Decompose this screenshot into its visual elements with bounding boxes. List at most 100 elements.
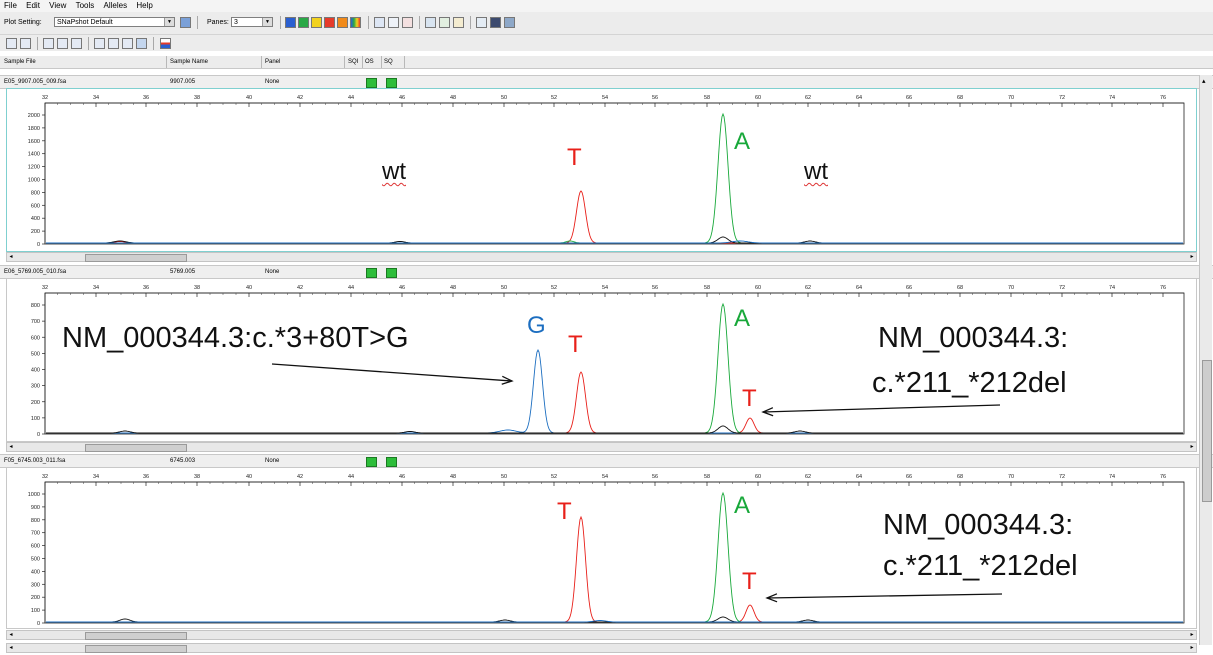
x-tick-label: 72 — [1059, 474, 1065, 480]
plot-setting-select[interactable]: SNaPshot Default ▼ — [54, 17, 175, 27]
column-sample-file[interactable]: Sample File — [4, 59, 36, 65]
annotation-arrow-del — [766, 593, 1003, 599]
y-tick-label: 900 — [31, 505, 40, 511]
menu-help[interactable]: Help — [136, 1, 153, 10]
x-tick-label: 42 — [297, 95, 303, 101]
vertical-scrollbar-thumb[interactable] — [1202, 360, 1212, 502]
annotation-arrow-del-head — [765, 593, 778, 603]
peak-label-a: A — [734, 128, 751, 155]
scroll-right-icon[interactable]: ▸ — [1190, 444, 1194, 450]
scroll-left-icon[interactable]: ◂ — [9, 645, 13, 651]
peak-label-icon[interactable] — [136, 38, 147, 49]
column-panel[interactable]: Panel — [265, 59, 281, 65]
black-trace — [46, 425, 1183, 434]
orange-dye-icon[interactable] — [337, 17, 348, 28]
column-os[interactable]: OS — [365, 59, 374, 65]
zoom-in-icon[interactable] — [57, 38, 68, 49]
x-tick-label: 34 — [93, 474, 99, 480]
red-dye-icon[interactable] — [324, 17, 335, 28]
scrollbar-thumb[interactable] — [85, 254, 187, 262]
report-icon[interactable] — [490, 17, 501, 28]
blue-dye-icon[interactable] — [285, 17, 296, 28]
x-tick-label: 46 — [399, 285, 405, 291]
overlay-icon[interactable] — [425, 17, 436, 28]
column-sq[interactable]: SQ — [384, 59, 393, 65]
horizontal-scrollbar[interactable]: ◂ ▸ — [6, 252, 1197, 262]
scrollbar-thumb[interactable] — [85, 444, 187, 452]
x-tick-label: 34 — [93, 285, 99, 291]
peak-label-a: A — [734, 305, 751, 332]
chevron-down-icon: ▼ — [262, 18, 272, 26]
x-tick-label: 74 — [1109, 285, 1115, 291]
y-tick-label: 100 — [31, 416, 40, 422]
peak-view-icon[interactable] — [388, 17, 399, 28]
x-tick-label: 58 — [704, 285, 710, 291]
plot-setting-edit-icon[interactable] — [180, 17, 191, 28]
menu-tools[interactable]: Tools — [75, 1, 95, 10]
x-tick-label: 54 — [602, 474, 608, 480]
column-sqi[interactable]: SQI — [348, 59, 359, 65]
scroll-left-icon[interactable]: ◂ — [9, 444, 13, 450]
plot-frame — [44, 292, 1185, 435]
y-tick-label: 100 — [31, 608, 40, 614]
scroll-up-icon[interactable]: ▴ — [1202, 78, 1206, 85]
electropherogram-pane-2[interactable] — [6, 278, 1197, 442]
panes-select[interactable]: 3 ▼ — [231, 17, 273, 27]
x-tick-label: 50 — [501, 474, 507, 480]
x-tick-label: 60 — [755, 474, 761, 480]
electropherogram-pane-1[interactable] — [6, 88, 1197, 252]
scroll-right-icon[interactable]: ▸ — [1190, 254, 1194, 260]
zoom-horizontal-icon[interactable] — [43, 38, 54, 49]
column-sample-name[interactable]: Sample Name — [170, 59, 209, 65]
peak-label-t: T — [568, 331, 583, 358]
zoom-out-icon[interactable] — [71, 38, 82, 49]
horizontal-scrollbar[interactable]: ◂ ▸ — [6, 630, 1197, 640]
bar-chart-icon[interactable] — [94, 38, 105, 49]
peak-marker-icon[interactable] — [122, 38, 133, 49]
electropherogram-pane-3[interactable] — [6, 467, 1197, 629]
allele-view-icon[interactable] — [402, 17, 413, 28]
zoom-full-icon[interactable] — [6, 38, 17, 49]
export-icon[interactable] — [504, 17, 515, 28]
vertical-scrollbar[interactable]: ▴ — [1199, 75, 1212, 645]
x-tick-label: 70 — [1008, 474, 1014, 480]
scrollbar-thumb[interactable] — [85, 632, 187, 640]
peak-label-t-small: T — [742, 568, 757, 595]
x-tick-label: 46 — [399, 474, 405, 480]
x-tick-label: 32 — [42, 285, 48, 291]
x-tick-label: 48 — [450, 285, 456, 291]
variant-annotation-line2: c.*211_*212del — [872, 367, 1067, 399]
bins-icon[interactable] — [439, 17, 450, 28]
scroll-left-icon[interactable]: ◂ — [9, 254, 13, 260]
green-dye-icon[interactable] — [298, 17, 309, 28]
color-legend-icon[interactable] — [160, 38, 171, 49]
x-tick-label: 66 — [906, 285, 912, 291]
y-tick-label: 300 — [31, 384, 40, 390]
window-horizontal-scrollbar[interactable]: ◂ ▸ — [6, 643, 1197, 653]
x-tick-label: 40 — [246, 474, 252, 480]
scroll-right-icon[interactable]: ▸ — [1190, 632, 1194, 638]
x-tick-label: 64 — [856, 285, 862, 291]
x-tick-label: 60 — [755, 95, 761, 101]
horizontal-scrollbar[interactable]: ◂ ▸ — [6, 442, 1197, 452]
toolbar-divider — [368, 16, 369, 29]
all-dyes-icon[interactable] — [350, 17, 361, 28]
zoom-vertical-icon[interactable] — [20, 38, 31, 49]
yellow-dye-icon[interactable] — [311, 17, 322, 28]
x-tick-label: 66 — [906, 95, 912, 101]
grid-icon[interactable] — [476, 17, 487, 28]
toolbar-divider — [280, 16, 281, 29]
menu-alleles[interactable]: Alleles — [103, 1, 128, 10]
menu-file[interactable]: File — [4, 1, 17, 10]
sizing-icon[interactable] — [453, 17, 464, 28]
x-tick-label: 40 — [246, 285, 252, 291]
scroll-right-icon[interactable]: ▸ — [1190, 645, 1194, 651]
x-tick-label: 56 — [652, 285, 658, 291]
menu-view[interactable]: View — [49, 1, 67, 10]
histogram-icon[interactable] — [108, 38, 119, 49]
scroll-left-icon[interactable]: ◂ — [9, 632, 13, 638]
table-view-icon[interactable] — [374, 17, 385, 28]
menu-edit[interactable]: Edit — [26, 1, 40, 10]
scrollbar-thumb[interactable] — [85, 645, 187, 653]
